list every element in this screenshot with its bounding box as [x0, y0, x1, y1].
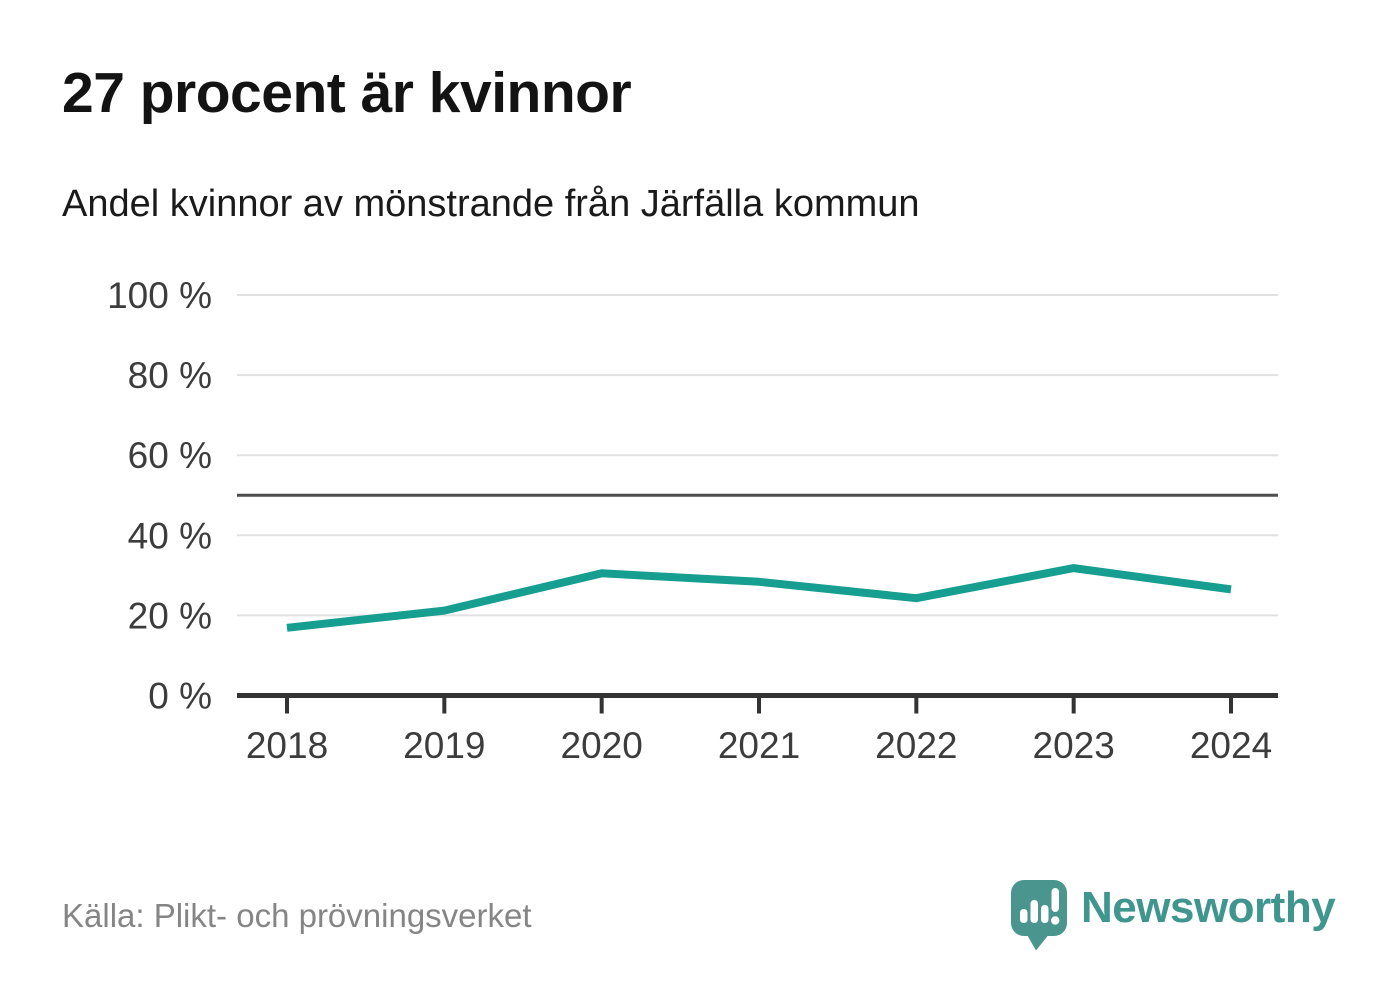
x-axis-label-2020: 2020	[561, 725, 643, 766]
x-axis-label-2018: 2018	[246, 725, 328, 766]
x-axis-label-2021: 2021	[718, 725, 800, 766]
x-axis-label-2022: 2022	[875, 725, 957, 766]
line-chart: 0 % 20 % 40 % 60 % 80 % 100 % 2018 2019 2020 2021…	[0, 262, 1382, 782]
y-axis-label-60: 60 %	[128, 435, 212, 476]
chart-subtitle: Andel kvinnor av mönstrande från Järfäll…	[62, 183, 920, 225]
y-axis-label-80: 80 %	[128, 355, 212, 396]
bar-chart-speech-bubble-icon	[1011, 880, 1067, 951]
source-caption: Källa: Plikt- och prövningsverket	[62, 897, 532, 934]
x-axis-label-2023: 2023	[1033, 725, 1115, 766]
x-axis-label-2019: 2019	[403, 725, 485, 766]
newsworthy-logo-text: Newsworthy	[1081, 883, 1336, 932]
newsworthy-logo: Newsworthy	[1010, 879, 1336, 953]
y-axis-label-40: 40 %	[128, 515, 212, 556]
y-axis-label-20: 20 %	[128, 595, 212, 636]
x-axis-label-2024: 2024	[1190, 725, 1272, 766]
chart-title: 27 procent är kvinnor	[62, 61, 632, 125]
data-line-series	[286, 564, 1232, 632]
y-axis-label-0: 0 %	[148, 676, 212, 717]
line-chart-svg: 0 % 20 % 40 % 60 % 80 % 100 % 2018 2019 2020 2021…	[107, 275, 1278, 766]
y-axis-label-100: 100 %	[107, 275, 212, 316]
